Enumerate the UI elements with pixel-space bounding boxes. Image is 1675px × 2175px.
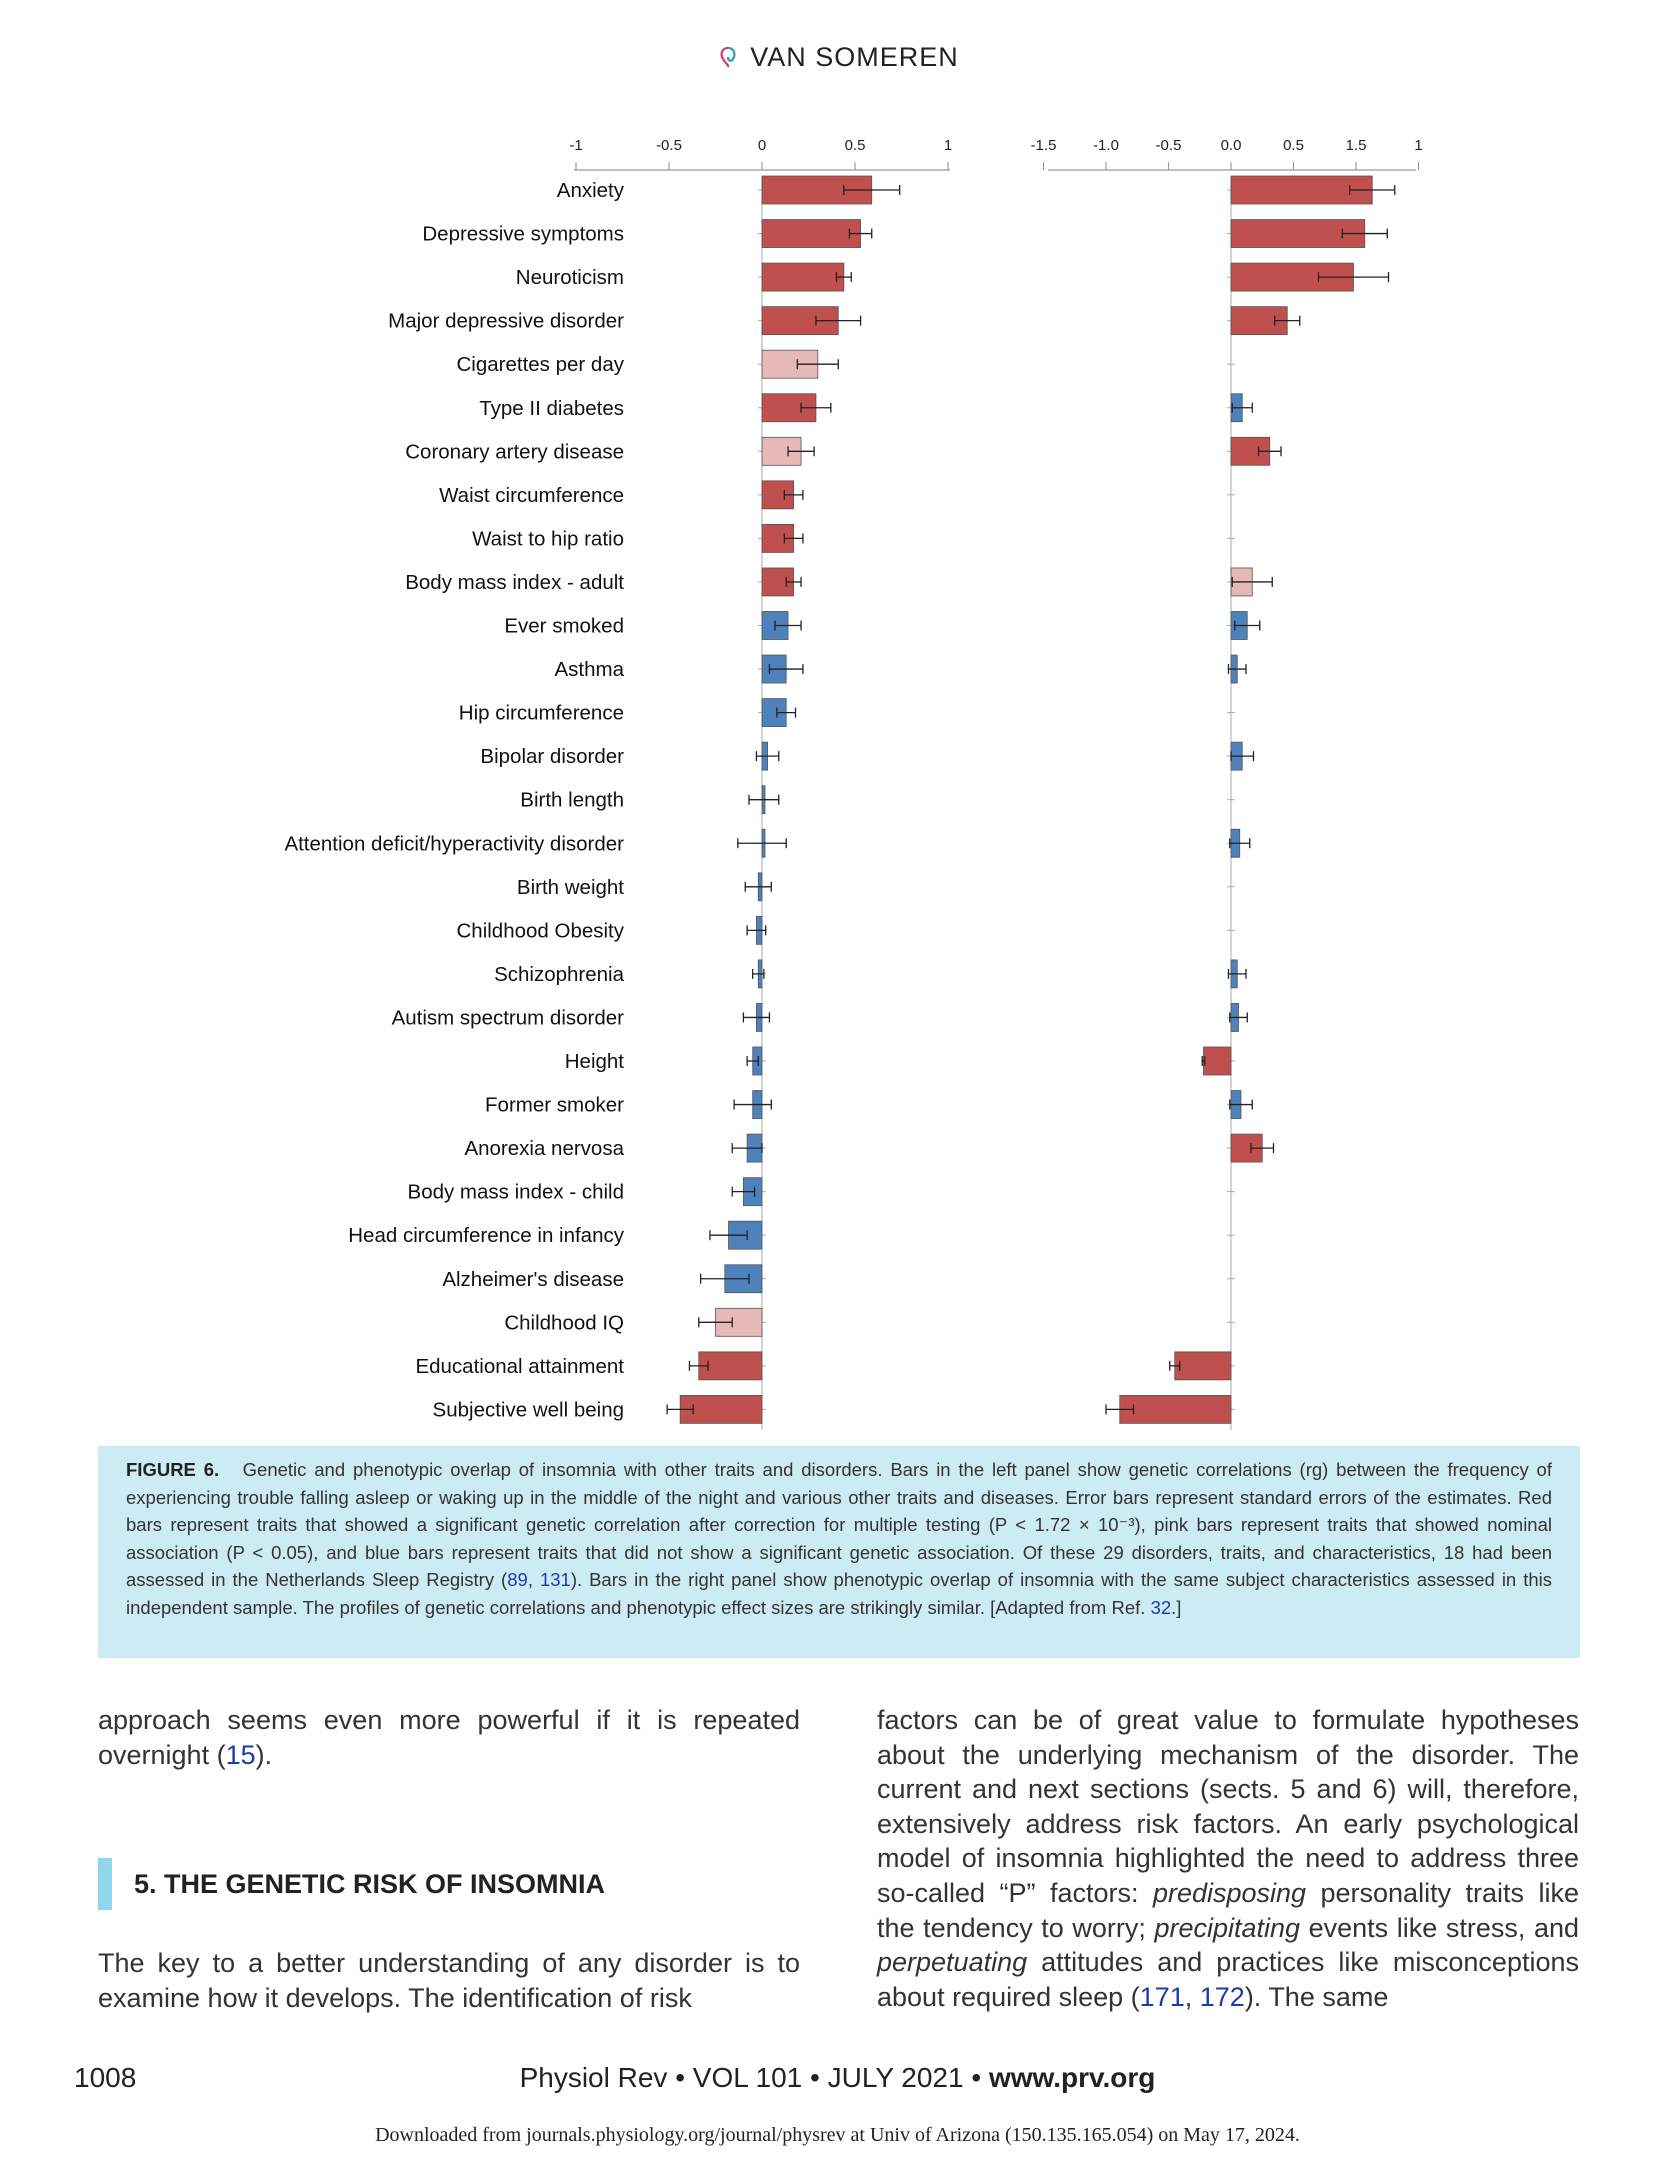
category-label: Cigarettes per day: [456, 353, 624, 376]
left-tick-label: -1: [569, 137, 582, 154]
left-bar: [761, 698, 787, 727]
right-em-1: predisposing: [1152, 1877, 1307, 1908]
left-column-bottom: The key to a better understanding of any…: [98, 1946, 800, 2015]
journal-site[interactable]: www.prv.org: [988, 2062, 1156, 2093]
header-title: VAN SOMEREN: [750, 42, 959, 72]
right-tick-label: -1.0: [1093, 137, 1119, 154]
category-label: Former smoker: [485, 1094, 624, 1117]
right-bar: [1119, 1395, 1232, 1424]
right-column: factors can be of great value to formula…: [877, 1703, 1579, 2014]
category-label: Childhood Obesity: [456, 919, 624, 942]
category-label: Body mass index - child: [408, 1181, 624, 1204]
right-bar: [1174, 1351, 1232, 1381]
right-tick-label: 0.0: [1221, 137, 1242, 154]
category-label: Height: [565, 1050, 625, 1073]
journal-citation: Physiol Rev • VOL 101 • JULY 2021 •: [519, 2062, 989, 2093]
right-tick-label: 1: [1414, 137, 1422, 154]
category-label: Body mass index - adult: [405, 571, 624, 594]
category-label: Alzheimer's disease: [442, 1268, 624, 1291]
right-bar: [1230, 175, 1373, 205]
category-label: Ever smoked: [504, 615, 624, 638]
right-sep: ,: [1184, 1981, 1200, 2012]
category-label: Schizophrenia: [494, 963, 625, 986]
category-label: Asthma: [555, 658, 625, 681]
right-tick-label: 0.5: [1283, 137, 1304, 154]
ref-171[interactable]: 171: [1139, 1981, 1185, 2012]
left-paragraph: approach seems even more powerful if it …: [98, 1705, 800, 1770]
caption-sep: ,: [527, 1569, 540, 1590]
section-heading-text: 5. THE GENETIC RISK OF INSOMNIA: [134, 1868, 606, 1899]
category-label: Head circumference in infancy: [348, 1224, 624, 1247]
left-tick-label: 0: [758, 137, 766, 154]
category-label: Educational attainment: [415, 1355, 624, 1378]
category-label: Anorexia nervosa: [464, 1137, 624, 1160]
category-label: Bipolar disorder: [480, 745, 624, 768]
left-bar: [761, 262, 845, 292]
right-text-1: factors can be of great value to formula…: [877, 1705, 1579, 1908]
caption-ref-131[interactable]: 131: [539, 1569, 571, 1590]
left-bar: [698, 1351, 763, 1381]
left-tick-label: -0.5: [656, 137, 682, 154]
caption-label: FIGURE 6.: [126, 1459, 220, 1480]
page-number: 1008: [74, 2062, 137, 2093]
figure-caption: FIGURE 6. Genetic and phenotypic overlap…: [98, 1446, 1580, 1658]
category-label: Hip circumference: [459, 702, 624, 725]
category-label: Autism spectrum disorder: [392, 1006, 625, 1029]
category-label: Type II diabetes: [479, 397, 624, 420]
caption-text-3: .]: [1171, 1596, 1182, 1618]
caption-text-2: ). Bars in the right panel show phenotyp…: [126, 1569, 1552, 1618]
category-label: Depressive symptoms: [422, 223, 624, 246]
left-column-top: approach seems even more powerful if it …: [98, 1703, 800, 1772]
caption-ref-32[interactable]: 32: [1150, 1596, 1172, 1618]
right-text-5: ). The same: [1244, 1981, 1389, 2012]
caption-ref-89[interactable]: 89: [507, 1569, 528, 1590]
figure-6-chart: -1 -0.5 0 0.5 1 -1.5 -1.0 -0.5 0.0 0.5 1.5 1 Anxiety…: [284, 137, 1423, 1430]
right-text-2: personality traits like the tendency to …: [877, 1877, 1579, 1943]
left-paragraph-2: The key to a better understanding of any…: [98, 1948, 800, 2013]
left-tick-label: 1: [944, 137, 952, 154]
right-tick-label: -0.5: [1156, 137, 1182, 154]
right-text-3: events like stress, and: [1300, 1912, 1579, 1943]
category-label: Waist circumference: [439, 484, 624, 507]
right-text-4: attitudes and practices like misconcepti…: [877, 1947, 1579, 2012]
category-label: Childhood IQ: [504, 1311, 624, 1334]
right-bar: [1203, 1046, 1232, 1076]
category-label: Waist to hip ratio: [472, 527, 624, 550]
left-paragraph-end: ).: [255, 1739, 273, 1770]
right-em-3: perpetuating: [877, 1947, 1028, 1978]
category-label: Birth length: [520, 789, 624, 812]
caption-text-1: Genetic and phenotypic overlap of insomn…: [126, 1459, 1552, 1590]
category-label: Attention deficit/hyperactivity disorder: [284, 832, 624, 855]
category-label: Birth weight: [517, 876, 624, 899]
running-header: VAN SOMEREN: [0, 42, 1675, 73]
ref-172[interactable]: 172: [1199, 1981, 1245, 2012]
right-em-2: precipitating: [1154, 1912, 1301, 1943]
right-tick-label: -1.5: [1031, 137, 1057, 154]
journal-footer: Physiol Rev • VOL 101 • JULY 2021 • www.…: [0, 2062, 1675, 2094]
category-label: Anxiety: [557, 179, 625, 202]
download-notice: Downloaded from journals.physiology.org/…: [375, 2124, 1300, 2146]
left-bar: [761, 219, 861, 248]
category-label: Major depressive disorder: [388, 310, 624, 333]
section-accent-bar: [98, 1858, 112, 1910]
right-tick-label: 1.5: [1346, 137, 1367, 154]
category-label: Neuroticism: [516, 266, 624, 289]
journal-logo-icon: [720, 46, 736, 68]
section-heading: 5. THE GENETIC RISK OF INSOMNIA: [98, 1858, 605, 1910]
category-label: Subjective well being: [433, 1398, 624, 1421]
ref-15[interactable]: 15: [225, 1739, 256, 1770]
category-label: Coronary artery disease: [405, 440, 624, 463]
left-tick-label: 0.5: [845, 137, 866, 154]
